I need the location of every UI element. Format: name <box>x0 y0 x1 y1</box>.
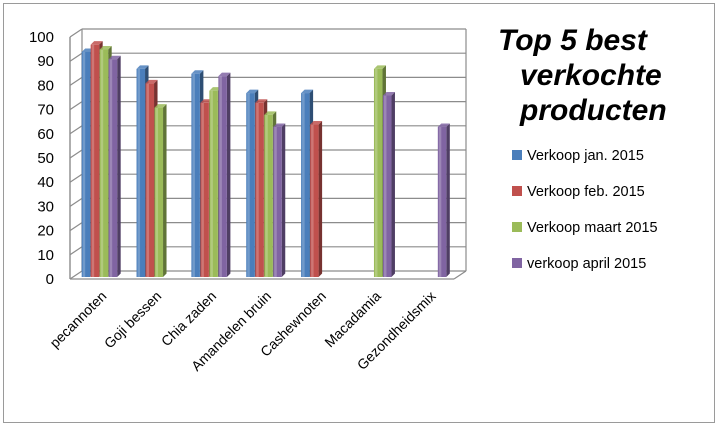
legend-swatch <box>512 222 522 232</box>
chart-title-line: Top 5 best <box>498 24 649 57</box>
gridline-depth <box>69 125 83 135</box>
chart-frame <box>3 3 715 423</box>
y-tick-label: 50 <box>37 150 54 167</box>
y-tick-label: 10 <box>37 247 54 264</box>
legend-swatch <box>512 186 522 196</box>
y-tick-label: 60 <box>37 126 54 143</box>
legend-label: verkoop april 2015 <box>527 256 646 272</box>
gridline-depth <box>69 173 83 183</box>
chart-title-line: verkochte <box>520 59 662 92</box>
y-tick-label: 90 <box>37 53 54 70</box>
legend-swatch <box>512 258 522 268</box>
legend-item-verkoop-maart-2015: Verkoop maart 2015 <box>512 220 658 236</box>
y-tick-label: 20 <box>37 223 54 240</box>
category-label-goji-bessen: Goji bessen <box>101 288 165 352</box>
bar-goji-bessen-verkoop-maart-2015 <box>154 104 167 277</box>
bar-macadamia-verkoop-april-2015 <box>382 92 395 277</box>
legend-label: Verkoop jan. 2015 <box>527 148 644 164</box>
bar-chia-zaden-verkoop-april-2015 <box>218 72 231 277</box>
y-tick-label: 40 <box>37 174 54 191</box>
legend-label: Verkoop feb. 2015 <box>527 184 645 200</box>
bar-amandelen-bruin-verkoop-april-2015 <box>273 123 286 278</box>
bar-cashewnoten-verkoop-feb-2015 <box>310 121 323 277</box>
y-tick-label: 30 <box>37 198 54 215</box>
gridline-depth <box>69 246 83 256</box>
gridline-depth <box>69 222 83 232</box>
floor-side-edge <box>453 270 467 280</box>
legend-item-verkoop-jan-2015: Verkoop jan. 2015 <box>512 148 644 164</box>
chart-title-line: producten <box>519 94 667 127</box>
gridline-depth <box>69 76 83 86</box>
category-label-pecannoten: pecannoten <box>46 288 109 351</box>
y-tick-label: 100 <box>29 29 54 46</box>
legend-label: Verkoop maart 2015 <box>527 220 658 236</box>
gridline-depth <box>69 149 83 159</box>
legend-item-verkoop-april-2015: verkoop april 2015 <box>512 256 646 272</box>
y-tick-labels: 0 10 20 30 40 50 60 70 80 90 100 <box>29 29 54 288</box>
legend-item-verkoop-feb-2015: Verkoop feb. 2015 <box>512 184 645 200</box>
bars <box>81 41 450 278</box>
y-tick-label: 0 <box>46 271 54 288</box>
legend-swatch <box>512 150 522 160</box>
gridline-depth <box>69 197 83 207</box>
bar-pecannoten-verkoop-april-2015 <box>108 55 121 278</box>
gridline-depth <box>69 101 83 111</box>
bar-gezondheidsmix-verkoop-april-2015 <box>437 123 450 278</box>
legend: Verkoop jan. 2015 Verkoop feb. 2015 Verkoo… <box>512 148 658 272</box>
gridline-depth <box>69 270 83 280</box>
y-tick-label: 70 <box>37 102 54 119</box>
y-tick-label: 80 <box>37 77 54 94</box>
gridline-depth <box>69 52 83 62</box>
gridline-depth <box>69 28 83 38</box>
